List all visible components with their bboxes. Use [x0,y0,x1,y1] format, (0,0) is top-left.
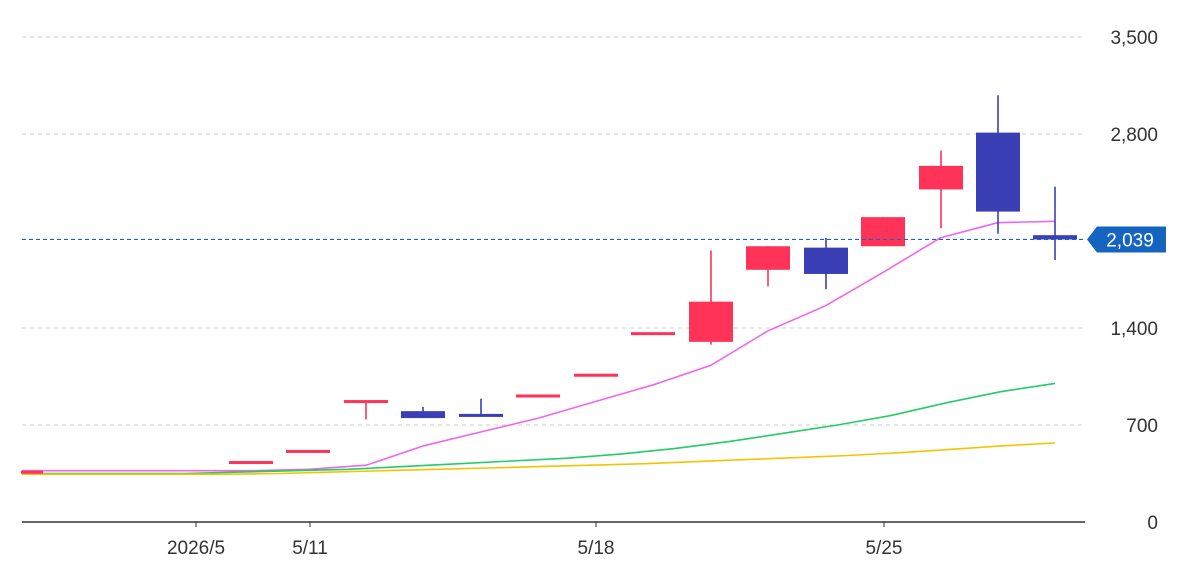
candle-body [689,301,733,342]
candle-body [919,165,963,190]
candle-body [516,394,560,398]
grid-layer [22,36,1085,426]
candle-body [861,217,905,247]
candle-up [861,217,905,247]
candle-up [516,394,560,398]
candle-body [746,246,790,270]
candle-body [804,247,848,274]
x-tick-label: 5/25 [866,538,903,559]
candle-up [21,470,43,474]
candle-body [401,411,445,419]
candle-up [229,461,273,465]
moving-average-layer [22,220,1056,476]
candle-down [976,95,1020,234]
ma-short-line [22,220,1056,472]
y-tick-label: 2,800 [1110,125,1158,146]
axis-layer: 0 700 1,400 2,800 3,500 2026/5 5/11 5/18 5/25 [22,28,1158,559]
x-tick-label: 5/18 [578,538,615,559]
y-tick-label: 3,500 [1110,28,1158,49]
candle-up [574,373,618,377]
candle-down [459,398,503,417]
ma-mid-line [22,382,1056,475]
candle-up [919,150,963,229]
candle-up [689,250,733,345]
candle-body [344,400,388,404]
y-tick-label: 1,400 [1110,319,1158,340]
ma-long-line [22,442,1056,476]
candle-body [1033,235,1077,240]
candle-body [229,461,273,465]
candle-body [459,413,503,417]
candle-up [286,449,330,453]
candle-up [344,400,388,420]
candle-up [631,332,675,336]
x-tick-label: 2026/5 [167,538,225,559]
last-price-label: 2,039 [1106,230,1154,251]
candle-up [746,246,790,287]
candle-layer [21,95,1077,474]
candle-body [21,470,43,474]
x-tick-label: 5/11 [292,538,328,559]
y-tick-label: 700 [1126,416,1158,437]
candle-body [286,449,330,453]
y-tick-label: 0 [1147,513,1158,534]
candle-body [976,132,1020,212]
candle-body [574,373,618,377]
last-price-badge [1087,226,1166,253]
candle-down [401,406,445,419]
price-label-layer: 2,039 [22,226,1166,253]
candle-down [1033,186,1077,261]
candle-body [631,332,675,336]
candle-down [804,237,848,290]
